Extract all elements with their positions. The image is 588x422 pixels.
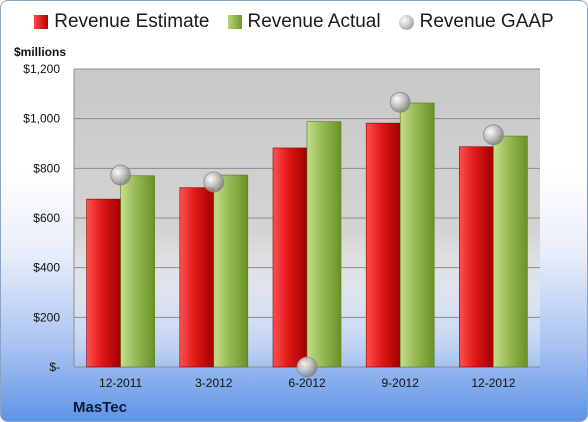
point-revenue-gaap [110,164,131,186]
bar-revenue-actual [213,174,249,368]
point-revenue-gaap [482,124,504,146]
y-tick-label: $400 [33,261,60,275]
legend-item-actual: Revenue Actual [227,11,381,33]
legend-swatch-actual [227,15,242,29]
y-axis-units-label: $millions [14,45,67,59]
bar-revenue-estimate [459,146,494,368]
y-tick-label: $600 [33,211,60,225]
company-name: MasTec [73,399,127,416]
y-tick-label: $1,200 [23,62,60,76]
y-tick-label: $800 [33,161,60,175]
y-tick-label: $200 [33,310,60,324]
legend-swatch-gaap [398,14,414,30]
bar-revenue-estimate [272,147,308,368]
bar-revenue-estimate [365,122,401,368]
bar-revenue-estimate [179,187,215,368]
legend-item-gaap: Revenue GAAP [398,11,554,33]
bar-revenue-estimate [86,198,121,368]
bar-revenue-actual [493,135,528,368]
y-tick-label: $- [49,360,60,374]
legend-label-actual: Revenue Actual [247,11,381,32]
point-revenue-gaap [296,356,318,378]
bar-revenue-actual [306,121,342,368]
legend-label-estimate: Revenue Estimate [54,11,210,32]
bar-revenue-actual [120,175,155,368]
x-tick-label: 6-2012 [288,376,326,390]
y-tick-label: $1,000 [23,112,60,126]
point-revenue-gaap [203,171,225,193]
x-tick-label: 12-2012 [471,376,515,390]
x-tick-label: 3-2012 [195,376,233,390]
legend-swatch-estimate [34,15,49,29]
x-tick-label: 12-2011 [99,376,142,390]
legend-label-gaap: Revenue GAAP [419,11,554,32]
x-tick-label: 9-2012 [382,376,420,390]
bar-revenue-actual [399,102,435,368]
legend-item-estimate: Revenue Estimate [34,11,210,33]
legend: Revenue Estimate Revenue Actual Revenue … [1,11,587,33]
point-revenue-gaap [389,91,411,113]
